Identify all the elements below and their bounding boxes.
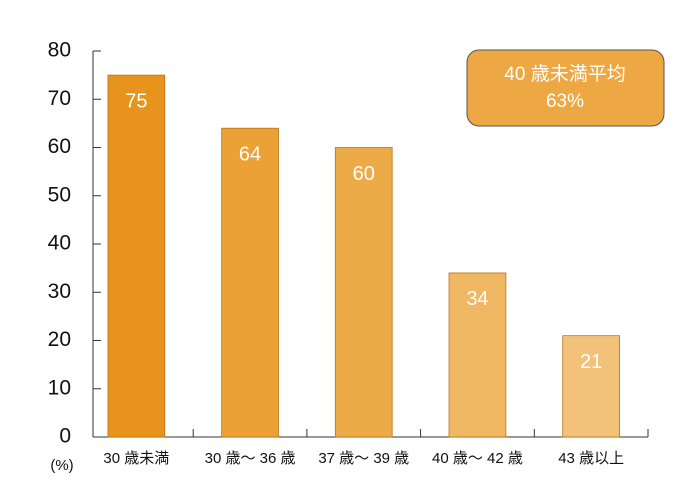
x-tick-label: 40 歳～ 42 歳 [432,450,523,467]
x-tick-label: 43 歳以上 [558,450,624,467]
y-tick-label: 0 [59,425,71,448]
annotation-text: 40 歳未満平均 [504,63,625,85]
annotation-box [466,49,665,127]
bar [107,74,166,438]
bar [221,127,279,438]
value-label: 75 [125,90,147,112]
x-tick-label: 37 歳～ 39 歳 [318,450,409,467]
unit-label: (%) [50,457,73,474]
bar [448,272,507,438]
y-tick-label: 80 [48,39,71,62]
bar [334,147,393,438]
y-tick-label: 40 [48,232,71,255]
y-tick-label: 30 [48,280,71,303]
value-label: 34 [466,288,488,310]
y-tick-label: 60 [48,135,71,158]
y-tick-label: 70 [48,87,71,110]
annotation-text: 63% [546,91,584,112]
y-tick-label: 50 [48,183,71,206]
x-tick-label: 30 歳～ 36 歳 [205,450,296,467]
x-tick-label: 30 歳未満 [103,450,169,467]
value-label: 60 [353,163,375,185]
value-label: 21 [580,351,602,373]
y-tick-label: 10 [48,376,71,399]
value-label: 64 [239,143,261,165]
y-tick-label: 20 [48,328,71,351]
bar [562,335,620,438]
